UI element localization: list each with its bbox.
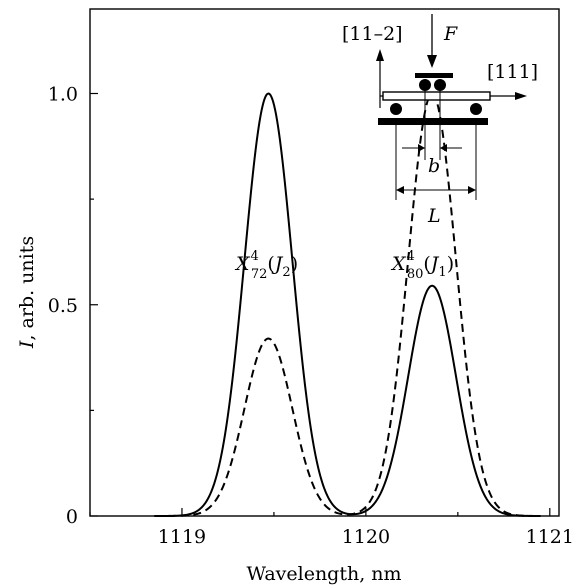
base-bar xyxy=(378,118,488,125)
inset-diagram: F [11–2] [111] b L xyxy=(342,14,538,227)
y-tick-label: 0.5 xyxy=(48,295,78,317)
direction-left-label: [11–2] xyxy=(342,23,403,45)
inner-span-label: b xyxy=(428,155,440,177)
series-solid-line xyxy=(154,92,541,517)
bottom-roller-right xyxy=(470,103,482,115)
outer-span-label: L xyxy=(427,205,441,227)
x-tick-label: 1119 xyxy=(158,526,206,548)
top-bar xyxy=(415,73,453,78)
direction-right-label: [111] xyxy=(487,61,538,83)
dim-arrowhead-b-left xyxy=(418,144,425,152)
top-roller-left xyxy=(419,79,431,91)
vertical-axis-arrowhead xyxy=(376,49,384,61)
y-axis-label: I, arb. units xyxy=(16,236,38,349)
peak-annotation-1: X4 72(J2) xyxy=(234,249,298,282)
force-label: F xyxy=(443,23,458,45)
horizontal-axis-arrowhead xyxy=(515,92,527,100)
series-group xyxy=(154,92,541,517)
x-axis-label: Wavelength, nm xyxy=(246,563,401,585)
y-axis-ticks: 0 0.5 1.0 xyxy=(48,84,98,528)
y-tick-label: 1.0 xyxy=(48,84,78,106)
x-axis-ticks: 1119 1120 1121 xyxy=(89,508,574,548)
x-tick-label: 1121 xyxy=(526,526,574,548)
top-roller-right xyxy=(434,79,446,91)
force-arrowhead xyxy=(427,55,437,68)
bottom-roller-left xyxy=(390,103,402,115)
dim-arrowhead-b-right xyxy=(440,144,447,152)
x-tick-label: 1120 xyxy=(342,526,390,548)
series-dashed-line xyxy=(154,92,541,517)
dim-arrowhead-l-left xyxy=(396,186,404,194)
sample-plate xyxy=(382,91,491,101)
peak-annotation-2: X4 80(J1) xyxy=(390,249,454,282)
y-tick-label: 0 xyxy=(66,506,78,528)
dim-arrowhead-l-right xyxy=(468,186,476,194)
plot-frame xyxy=(89,8,560,517)
